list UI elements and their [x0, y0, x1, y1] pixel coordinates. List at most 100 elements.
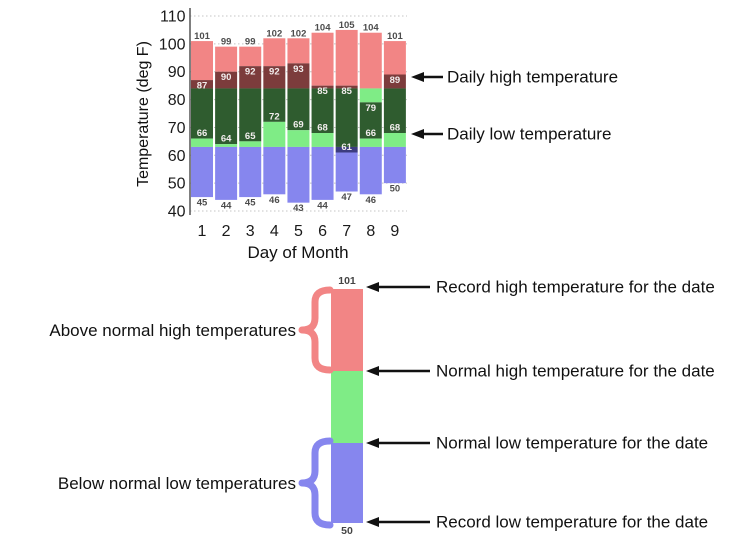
y-tick-label: 80: [168, 92, 186, 109]
y-tick-label: 110: [160, 9, 186, 26]
bar-record-low-band: [359, 146, 382, 195]
bar-record-high-band: [263, 38, 286, 67]
bar-normal-low-gap: [359, 138, 382, 147]
bars: 101 87 66 45 99 90 64 44 99 92 65 45 102 92 72 46 102 93 6…: [191, 20, 406, 214]
bar-normal-high-gap: [359, 88, 382, 103]
daily-high-value: 85: [317, 86, 328, 97]
record-low-value: 43: [293, 203, 304, 214]
record-high-value: 101: [387, 31, 404, 42]
daily-high-value: 89: [390, 75, 401, 86]
annotation-daily-low-label: Daily low temperature: [447, 125, 611, 144]
brace-below-normal: [298, 437, 334, 529]
legend-diagram: 101 50 Above normal high temperatures Be…: [49, 275, 715, 537]
bar-daily-range-band: [215, 88, 238, 145]
x-tick-label: 4: [270, 223, 279, 240]
bar-normal-low-gap: [191, 138, 213, 147]
legend-segment-below-normal: [331, 443, 363, 523]
y-tick-label: 70: [168, 120, 186, 137]
bar-daily-range-band: [335, 88, 358, 147]
bar-record-low-band: [287, 146, 310, 203]
record-high-value: 104: [315, 23, 332, 34]
bar-daily-high-band: [215, 71, 238, 89]
arrow-daily-high-head: [411, 72, 424, 82]
legend-right-label-0: Record high temperature for the date: [436, 278, 715, 297]
legend-right-label-2: Normal low temperature for the date: [436, 434, 708, 453]
bar-record-high-band: [335, 29, 358, 86]
daily-low-value: 65: [245, 131, 256, 142]
record-high-value: 99: [221, 37, 232, 48]
bar-record-low-band: [263, 146, 286, 195]
legend-top-value: 101: [338, 275, 356, 287]
daily-low-value: 61: [341, 142, 352, 153]
daily-high-value: 92: [245, 67, 256, 78]
x-tick-label: 7: [342, 223, 351, 240]
arrow-legend-1-head: [366, 366, 379, 376]
legend-bottom-value: 50: [341, 525, 353, 537]
y-tick-label: 100: [159, 36, 186, 53]
bar-record-low-band: [191, 146, 213, 198]
legend-right-label-1: Normal high temperature for the date: [436, 362, 715, 381]
x-tick-label: 2: [222, 223, 231, 240]
record-low-value: 45: [245, 198, 256, 209]
arrow-legend-0: [366, 282, 430, 292]
daily-high-value: 87: [197, 81, 208, 92]
bar-daily-range-band: [287, 88, 310, 131]
bar-normal-low-gap: [311, 133, 334, 147]
record-low-value: 50: [390, 184, 401, 195]
legend-left-label-below-normal: Below normal low temperatures: [58, 474, 296, 493]
daily-high-value: 79: [365, 103, 376, 114]
bar-record-high-band: [239, 46, 262, 67]
annotation-daily-high-label: Daily high temperature: [447, 68, 618, 87]
arrow-legend-3-head: [366, 517, 379, 527]
daily-high-value: 93: [293, 64, 304, 75]
bar-record-high-band: [191, 41, 213, 81]
y-tick-label: 60: [168, 148, 186, 165]
y-axis-title: Temperature (deg F): [135, 41, 152, 187]
legend-annotations: Record high temperature for the date Norm…: [366, 278, 715, 532]
x-tick-label: 8: [366, 223, 375, 240]
bar-record-low-band: [311, 146, 334, 200]
arrow-legend-3: [366, 517, 430, 527]
legend-segment-normal-range: [331, 371, 363, 443]
bar-normal-low-gap: [287, 130, 310, 147]
axes: Temperature (deg F) Day of Month 110 100 9…: [135, 8, 399, 262]
record-high-value: 102: [266, 28, 282, 39]
bar-record-high-band: [287, 38, 310, 64]
arrow-legend-2: [366, 438, 430, 448]
daily-low-value: 68: [317, 123, 328, 134]
bar-daily-range-band: [239, 88, 262, 142]
x-axis-title: Day of Month: [247, 243, 348, 262]
legend-left-label-above-normal: Above normal high temperatures: [49, 321, 296, 340]
daily-high-value: 85: [341, 86, 352, 97]
brace-above-normal: [298, 286, 334, 374]
record-high-value: 104: [363, 23, 380, 34]
x-tick-label: 5: [294, 223, 303, 240]
bar-record-low-band: [335, 152, 358, 192]
daily-low-value: 64: [221, 134, 232, 145]
y-tick-label: 40: [168, 204, 186, 221]
arrow-daily-low-head: [411, 129, 424, 139]
bar-daily-high-band: [311, 85, 334, 89]
bar-daily-range-band: [191, 88, 213, 139]
x-tick-label: 6: [318, 223, 327, 240]
x-tick-label: 3: [246, 223, 255, 240]
record-high-value: 105: [339, 20, 356, 31]
bar-normal-low-gap: [239, 141, 262, 147]
daily-high-value: 90: [221, 72, 232, 83]
bar-daily-high-band: [383, 74, 406, 89]
bar-daily-high-band: [191, 80, 213, 89]
record-low-value: 45: [197, 198, 208, 209]
record-high-value: 101: [194, 31, 211, 42]
legend-segment-above-normal: [331, 289, 363, 371]
arrow-legend-0-head: [366, 282, 379, 292]
bar-record-low-band: [383, 146, 406, 184]
bar-daily-high-band: [263, 66, 286, 89]
bar-daily-high-band: [239, 66, 262, 89]
bar-record-high-band: [311, 32, 334, 86]
arrow-legend-1: [366, 366, 430, 376]
daily-high-value: 92: [269, 67, 280, 78]
record-low-value: 46: [365, 195, 376, 206]
bar-daily-range-band: [383, 88, 406, 134]
daily-low-value: 68: [390, 123, 401, 134]
bar-daily-high-band: [287, 63, 310, 89]
